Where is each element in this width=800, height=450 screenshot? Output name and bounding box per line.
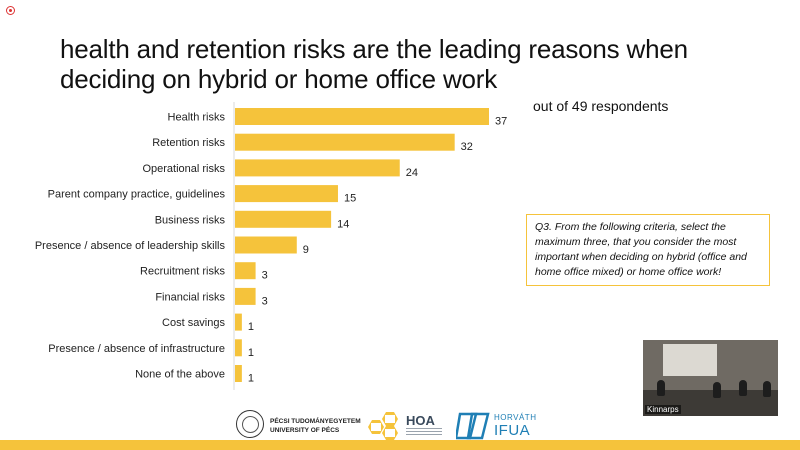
bar xyxy=(235,185,338,203)
hexagon-icon xyxy=(382,412,398,426)
question-box: Q3. From the following criteria, select … xyxy=(526,214,770,286)
data-label: 3 xyxy=(262,270,268,282)
bar xyxy=(235,210,332,228)
university-of-pecs-logo: PÉCSI TUDOMÁNYEGYETEM UNIVERSITY OF PÉCS xyxy=(236,410,366,440)
projector-screen xyxy=(663,344,717,376)
category-label: Presence / absence of leadership skills xyxy=(35,240,226,252)
speaker-1 xyxy=(657,380,665,396)
ifua-mark-icon xyxy=(456,412,490,440)
slide-title: health and retention risks are the leadi… xyxy=(60,34,688,94)
category-label: Operational risks xyxy=(142,163,225,175)
category-label: Business risks xyxy=(155,214,226,226)
data-label: 1 xyxy=(248,347,254,359)
horvath-ifua-logo: HORVÁTH IFUA xyxy=(456,410,536,442)
bar-chart: Health risks 37 Retention risks 32 Operation… xyxy=(35,102,507,390)
category-label: Parent company practice, guidelines xyxy=(48,189,226,201)
respondent-count: out of 49 respondents xyxy=(533,98,669,114)
data-label: 32 xyxy=(461,141,473,153)
hexagon-icon xyxy=(368,420,384,434)
category-label: Retention risks xyxy=(152,137,225,149)
footer-accent-band xyxy=(0,440,800,450)
speaker-2 xyxy=(713,382,721,398)
category-label: Health risks xyxy=(168,112,226,124)
ifua-name: IFUA xyxy=(494,422,531,439)
bar xyxy=(235,236,297,254)
category-label: Recruitment risks xyxy=(140,266,225,278)
speaker-4 xyxy=(763,381,771,397)
speaker-3 xyxy=(739,380,747,396)
data-label: 37 xyxy=(495,116,507,128)
data-label: 14 xyxy=(337,218,349,230)
video-thumbnail[interactable]: Kinnarps xyxy=(643,340,778,416)
data-label: 3 xyxy=(262,295,268,307)
data-label: 1 xyxy=(248,321,254,333)
university-seal-icon xyxy=(236,410,264,438)
data-label: 9 xyxy=(303,244,309,256)
bar xyxy=(235,133,455,151)
bar xyxy=(235,313,242,331)
video-label: Kinnarps xyxy=(645,405,681,414)
bar xyxy=(235,339,242,357)
bar xyxy=(235,287,256,305)
hoa-name: HOA xyxy=(406,413,435,428)
hoa-logo: HOA xyxy=(368,410,442,440)
category-label: Presence / absence of infrastructure xyxy=(48,343,225,355)
category-label: Financial risks xyxy=(155,291,225,303)
data-label: 15 xyxy=(344,193,356,205)
hexagon-icon xyxy=(382,426,398,440)
data-label: 24 xyxy=(406,167,418,179)
bar xyxy=(235,159,400,177)
bar xyxy=(235,365,242,382)
data-label: 1 xyxy=(248,373,254,385)
pte-name-en: UNIVERSITY OF PÉCS xyxy=(270,427,340,434)
category-label: Cost savings xyxy=(162,317,225,329)
ifua-horvath: HORVÁTH xyxy=(494,413,537,422)
bar xyxy=(235,108,489,125)
hoa-tagline xyxy=(406,428,442,436)
pte-name-hu: PÉCSI TUDOMÁNYEGYETEM xyxy=(270,418,361,425)
bar xyxy=(235,262,256,280)
category-label: None of the above xyxy=(135,369,225,381)
recording-indicator-icon xyxy=(6,6,15,15)
